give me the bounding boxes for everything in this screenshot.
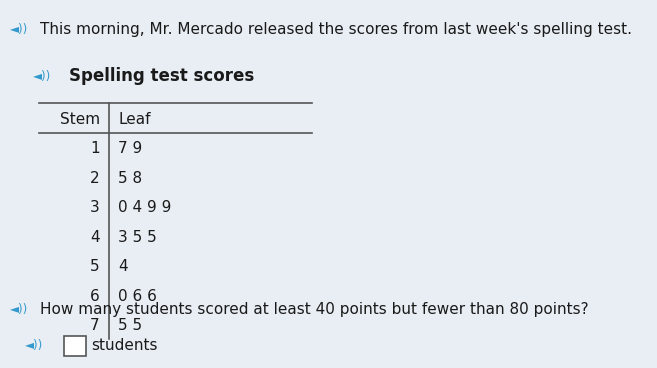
Text: This morning, Mr. Mercado released the scores from last week's spelling test.: This morning, Mr. Mercado released the s… [40,22,632,37]
Text: ◄)): ◄)) [34,70,52,82]
Text: 2: 2 [90,171,100,186]
Text: 5 5: 5 5 [118,318,143,333]
Text: 5 8: 5 8 [118,171,143,186]
Text: students: students [91,338,157,353]
Text: 5: 5 [90,259,100,274]
Text: 3 5 5: 3 5 5 [118,230,157,245]
Text: ◄)): ◄)) [9,23,28,36]
Text: ◄)): ◄)) [9,303,28,316]
Text: 0 6 6: 0 6 6 [118,289,157,304]
Text: 4: 4 [118,259,128,274]
Text: 6: 6 [90,289,100,304]
Text: How many students scored at least 40 points but fewer than 80 points?: How many students scored at least 40 poi… [40,302,589,317]
Text: 0 4 9 9: 0 4 9 9 [118,200,171,215]
FancyBboxPatch shape [64,336,86,356]
Text: 1: 1 [90,141,100,156]
Text: 7: 7 [90,318,100,333]
Text: ◄)): ◄)) [26,339,43,352]
Text: Spelling test scores: Spelling test scores [69,67,254,85]
Text: 3: 3 [90,200,100,215]
Text: 7 9: 7 9 [118,141,143,156]
Text: 4: 4 [90,230,100,245]
Text: Stem: Stem [60,112,100,127]
Text: Leaf: Leaf [118,112,151,127]
